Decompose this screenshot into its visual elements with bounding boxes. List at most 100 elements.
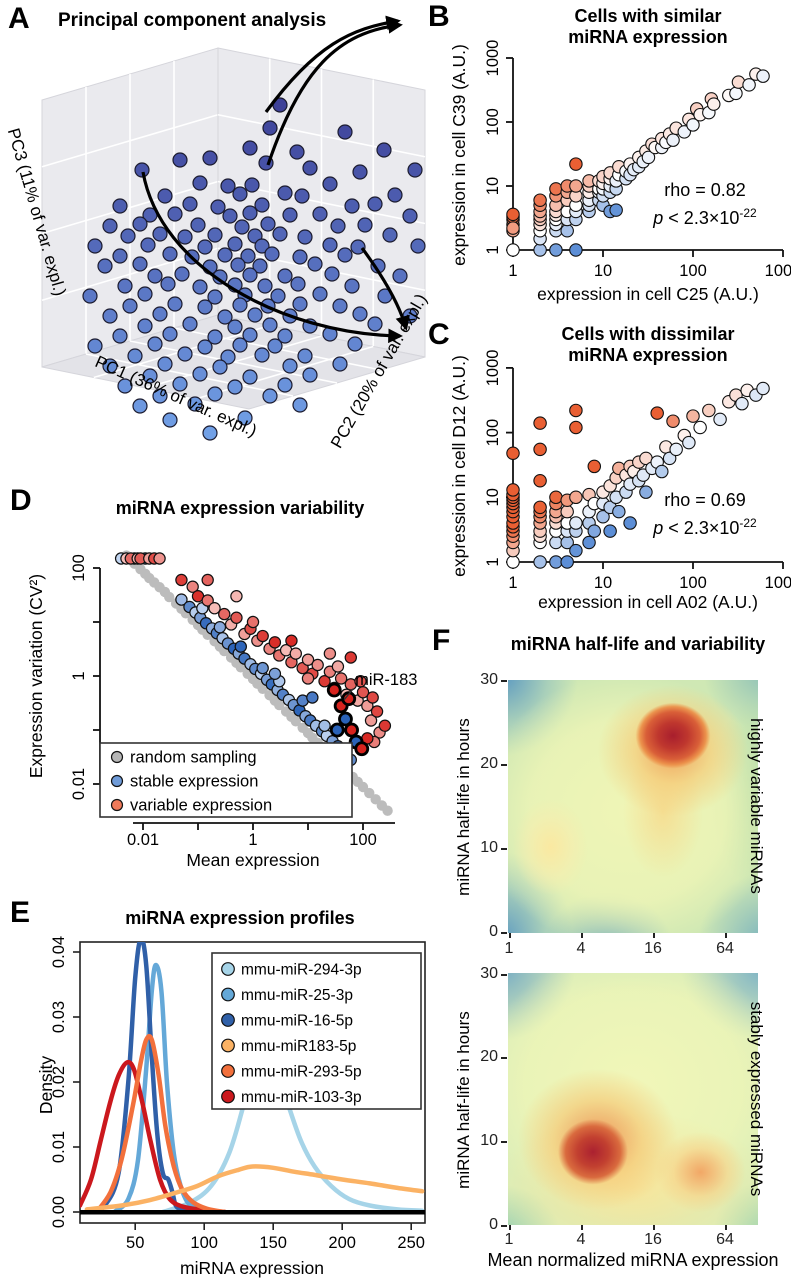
svg-text:100: 100 xyxy=(484,419,502,447)
svg-text:random sampling: random sampling xyxy=(130,749,257,767)
svg-text:1: 1 xyxy=(248,831,257,849)
svg-text:10: 10 xyxy=(484,488,502,506)
panel-a-title: Principal component analysis xyxy=(58,10,327,31)
f-top-xtick-mark xyxy=(581,933,583,938)
f-bottom-xtick: 16 xyxy=(644,1231,662,1248)
svg-text:200: 200 xyxy=(328,1234,356,1252)
f-bottom-ytick-mark xyxy=(501,1225,507,1227)
f-bottom-xtick: 64 xyxy=(716,1231,734,1248)
panel-f-title: miRNA half-life and variability xyxy=(510,634,766,654)
svg-text:0.01: 0.01 xyxy=(127,831,159,849)
f-top-ytick-mark xyxy=(501,680,507,682)
panel-c-letter: C xyxy=(428,318,450,351)
panel-c-stats: rho = 0.69 p < 2.3×10-22 xyxy=(615,489,791,540)
svg-text:1000: 1000 xyxy=(484,40,502,77)
f-top-xtick: 64 xyxy=(716,940,734,957)
f-bottom-ytick-mark xyxy=(501,1141,507,1143)
expression-profiles-plot: 0.00 0.01 0.02 0.03 0.04 50 100 150 200 250 mmu-mi… xyxy=(50,936,426,1252)
panel-e-xlabel: miRNA expression xyxy=(180,1258,324,1278)
f-top-ytick-mark xyxy=(501,932,507,934)
f-top-ytick: 0 xyxy=(489,923,498,940)
panel-d-ylabel: Expression variation (CV²) xyxy=(26,573,46,779)
svg-text:mmu-miR-25-3p: mmu-miR-25-3p xyxy=(241,987,353,1004)
panel-e-ylabel: Density xyxy=(36,1055,56,1115)
svg-text:variable expression: variable expression xyxy=(130,797,272,815)
f-top-xtick: 16 xyxy=(644,940,662,957)
svg-text:1: 1 xyxy=(508,262,517,280)
panel-e-title: miRNA expression profiles xyxy=(125,908,355,928)
svg-text:100: 100 xyxy=(679,262,707,280)
svg-text:stable expression: stable expression xyxy=(130,773,258,791)
f-top-xtick-mark xyxy=(653,933,655,938)
svg-text:0.01: 0.01 xyxy=(70,768,88,800)
panel-b-letter: B xyxy=(428,0,450,33)
p-value: p < 2.3×10-22 xyxy=(653,206,757,228)
svg-text:150: 150 xyxy=(259,1234,287,1252)
panel-f-ylabel-top: miRNA half-life in hours xyxy=(454,718,473,896)
f-bottom-xtick-mark xyxy=(725,1225,727,1230)
f-top-ytick: 10 xyxy=(480,839,498,856)
svg-text:0.00: 0.00 xyxy=(50,1196,68,1228)
f-bottom-ytick: 30 xyxy=(480,965,498,982)
svg-text:0.01: 0.01 xyxy=(50,1131,68,1163)
similar-cells-scatter: 1 10 100 1000 1 10 100 1000 xyxy=(484,40,791,280)
f-top-ytick-mark xyxy=(501,764,507,766)
svg-text:1: 1 xyxy=(484,245,502,254)
f-bottom-ytick: 20 xyxy=(480,1048,498,1065)
panel-e-letter: E xyxy=(10,896,31,929)
svg-text:0.03: 0.03 xyxy=(50,1001,68,1033)
f-bottom-ytick-mark xyxy=(501,974,507,976)
svg-text:1: 1 xyxy=(70,671,88,680)
f-bottom-xtick: 4 xyxy=(576,1231,586,1248)
panel-d-letter: D xyxy=(10,484,32,517)
svg-text:50: 50 xyxy=(126,1234,144,1252)
panel-d-xlabel: Mean expression xyxy=(186,850,320,870)
f-bottom-xtick-mark xyxy=(653,1225,655,1230)
svg-text:mmu-miR-294-3p: mmu-miR-294-3p xyxy=(241,962,362,979)
pca-3d-plot xyxy=(41,47,426,441)
svg-text:mmu-miR183-5p: mmu-miR183-5p xyxy=(241,1038,356,1055)
svg-text:10: 10 xyxy=(484,177,502,195)
panel-b-title: Cells with similar miRNA expression xyxy=(568,6,728,47)
f-top-xtick-mark xyxy=(509,933,511,938)
panel-c-title: Cells with dissimilar miRNA expression xyxy=(561,324,735,365)
svg-text:1: 1 xyxy=(508,574,517,592)
heatmap-highly-variable xyxy=(508,680,758,933)
f-bottom-xtick: 1 xyxy=(504,1231,514,1248)
svg-text:1000: 1000 xyxy=(484,350,502,387)
panel-b-ylabel: expression in cell C39 (A.U.) xyxy=(449,44,469,266)
panel-f-right-label-top: highly variable miRNAs xyxy=(747,718,766,894)
svg-text:mmu-miR-293-5p: mmu-miR-293-5p xyxy=(241,1064,362,1081)
f-top-xtick: 4 xyxy=(576,940,586,957)
panel-a-letter: A xyxy=(8,2,30,35)
panel-d-title: miRNA expression variability xyxy=(115,498,365,518)
svg-text:10: 10 xyxy=(594,262,612,280)
svg-text:100: 100 xyxy=(484,108,502,136)
heatmap-stably-expressed xyxy=(508,973,758,1225)
svg-text:250: 250 xyxy=(397,1234,425,1252)
svg-text:100: 100 xyxy=(190,1234,218,1252)
panel-b-xlabel: expression in cell C25 (A.U.) xyxy=(537,284,759,304)
svg-text:mmu-miR-16-5p: mmu-miR-16-5p xyxy=(241,1013,353,1030)
svg-text:100: 100 xyxy=(70,554,88,582)
rho-value: rho = 0.82 xyxy=(664,180,746,200)
f-top-ytick-mark xyxy=(501,848,507,850)
svg-text:100: 100 xyxy=(349,831,377,849)
svg-text:1000: 1000 xyxy=(765,262,791,280)
f-bottom-ytick-mark xyxy=(501,1057,507,1059)
svg-text:0.02: 0.02 xyxy=(50,1066,68,1098)
panel-f-right-label-bottom: stably expressed miRNAs xyxy=(747,1001,766,1197)
f-bottom-ytick: 10 xyxy=(480,1132,498,1149)
f-top-ytick: 30 xyxy=(480,671,498,688)
f-top-xtick-mark xyxy=(725,933,727,938)
f-top-xtick: 1 xyxy=(504,940,514,957)
svg-text:100: 100 xyxy=(679,574,707,592)
svg-text:miR-183: miR-183 xyxy=(355,671,417,689)
panel-f-xlabel: Mean normalized miRNA expression xyxy=(487,1250,779,1270)
p-value: p < 2.3×10-22 xyxy=(653,516,757,538)
panel-c-xlabel: expression in cell A02 (A.U.) xyxy=(538,592,758,612)
panel-f-letter: F xyxy=(432,624,451,657)
f-top-ytick: 20 xyxy=(480,755,498,772)
dissimilar-cells-scatter: 1 10 100 1000 1 10 100 1000 xyxy=(484,350,791,592)
